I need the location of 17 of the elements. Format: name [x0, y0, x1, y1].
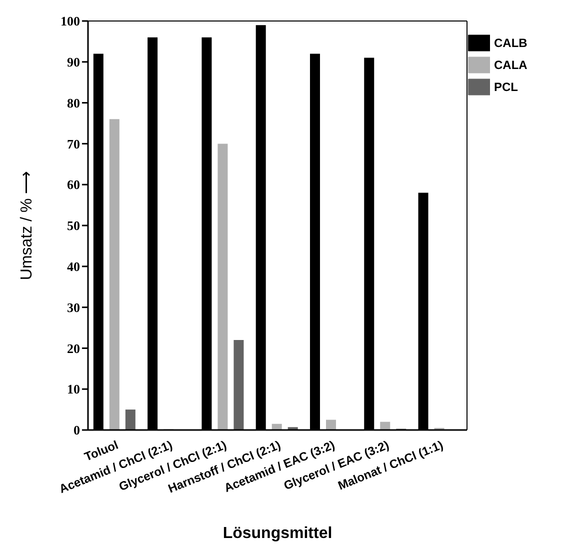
y-tick-label: 30 [67, 300, 80, 315]
y-tick-label: 0 [74, 422, 80, 438]
y-tick-label: 40 [67, 259, 80, 274]
y-tick-label: 20 [67, 340, 80, 356]
y-tick-label: 50 [67, 218, 80, 234]
y-tick-label: 100 [60, 14, 80, 29]
y-tick-label: 60 [67, 177, 80, 192]
y-tick-label: 10 [67, 382, 80, 397]
legend-label: CALA [494, 58, 528, 72]
x-axis-title: Lösungsmittel [222, 525, 332, 542]
y-tick-label: 70 [67, 136, 80, 152]
x-tick-label: Toluol [82, 438, 120, 464]
legend-label: CALB [494, 36, 528, 50]
y-tick-label: 90 [67, 54, 80, 70]
legend-label: PCL [494, 80, 518, 94]
y-tick-label: 80 [67, 95, 80, 110]
y-axis-title: Umsatz / % ⟶ [18, 170, 36, 280]
